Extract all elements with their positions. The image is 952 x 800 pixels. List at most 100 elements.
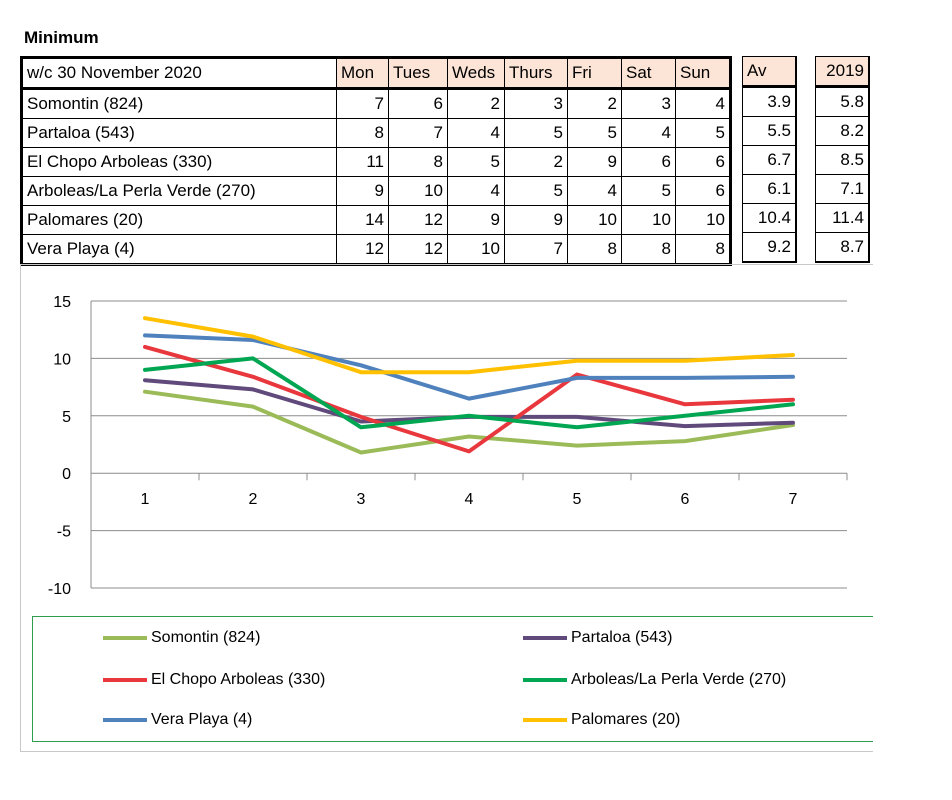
temperature-cell: 12 (388, 234, 448, 265)
y-tick-label: -5 (57, 524, 71, 541)
y-tick-label: 0 (62, 466, 71, 483)
legend-item: Vera Playa (4) (103, 711, 252, 729)
average-cell: 9.2 (742, 232, 797, 263)
legend-swatch (523, 718, 567, 722)
temperature-cell: 5 (675, 118, 731, 148)
temperature-cell: 11 (336, 147, 389, 177)
av-header: Av (742, 56, 797, 88)
temperature-cell: 9 (567, 147, 622, 177)
temperature-cell: 6 (675, 176, 731, 206)
temperature-cell: 8 (336, 118, 389, 148)
year-2019-cell: 8.7 (815, 232, 870, 263)
legend-swatch (523, 636, 567, 640)
temperature-cell: 7 (504, 234, 568, 265)
temperature-cell: 5 (567, 118, 622, 148)
station-name: Arboleas/La Perla Verde (270) (21, 176, 337, 206)
year-2019-table: 2019 5.8 8.2 8.5 7.1 11.4 8.7 (815, 56, 870, 263)
series-line (143, 356, 795, 430)
temperature-cell: 9 (447, 205, 505, 235)
year-2019-cell: 8.5 (815, 145, 870, 175)
day-header: Thurs (504, 57, 568, 90)
legend-swatch (103, 718, 147, 722)
temperature-cell: 12 (388, 205, 448, 235)
temperature-cell: 4 (621, 118, 676, 148)
temperature-cell: 10 (388, 176, 448, 206)
temperature-cell: 8 (388, 147, 448, 177)
temperature-cell: 12 (336, 234, 389, 265)
legend-item: Palomares (20) (523, 711, 680, 729)
table-header-row: w/c 30 November 2020 Mon Tues Weds Thurs… (21, 57, 731, 90)
series-line (143, 389, 795, 455)
average-cell: 5.5 (742, 116, 797, 146)
temperature-cell: 6 (675, 147, 731, 177)
average-cell: 3.9 (742, 86, 797, 117)
x-tick-label: 4 (465, 491, 474, 508)
temperature-cell: 5 (504, 118, 568, 148)
y2019-header: 2019 (815, 56, 870, 88)
legend-label: Somontin (824) (151, 629, 261, 646)
year-2019-cell: 11.4 (815, 203, 870, 233)
temperature-cell: 2 (567, 88, 622, 119)
station-name: Vera Playa (4) (21, 234, 337, 265)
table-row: El Chopo Arboleas (330) 11 8 5 2 9 6 6 (21, 147, 731, 177)
legend-swatch (103, 678, 147, 682)
temperature-cell: 8 (567, 234, 622, 265)
temperature-cell: 9 (504, 205, 568, 235)
station-name: Somontin (824) (21, 88, 337, 119)
legend-item: Arboleas/La Perla Verde (270) (523, 671, 786, 689)
temperature-cell: 4 (675, 88, 731, 119)
table-row: Palomares (20) 14 12 9 9 10 10 10 (21, 205, 731, 235)
series-line (143, 344, 795, 454)
legend-item: El Chopo Arboleas (330) (103, 671, 325, 689)
average-cell: 6.1 (742, 174, 797, 204)
temperature-table: w/c 30 November 2020 Mon Tues Weds Thurs… (20, 56, 732, 266)
temperature-cell: 5 (504, 176, 568, 206)
day-header: Mon (336, 57, 389, 90)
temperature-cell: 5 (621, 176, 676, 206)
temperature-cell: 3 (504, 88, 568, 119)
legend-swatch (103, 636, 147, 640)
line-chart: -10 -5 0 5 10 15 1 2 3 4 5 6 7 (48, 294, 848, 598)
y-tick-label: 10 (53, 351, 71, 368)
temperature-cell: 8 (675, 234, 731, 265)
station-name: El Chopo Arboleas (330) (21, 147, 337, 177)
series-line (143, 316, 795, 375)
legend-item: Somontin (824) (103, 629, 260, 647)
temperature-cell: 3 (621, 88, 676, 119)
x-tick-label: 6 (681, 491, 690, 508)
year-2019-cell: 8.2 (815, 116, 870, 146)
temperature-cell: 10 (621, 205, 676, 235)
x-tick-label: 7 (789, 491, 798, 508)
legend-swatch (523, 678, 567, 682)
x-tick-label: 5 (573, 491, 582, 508)
temperature-cell: 4 (447, 118, 505, 148)
day-header: Tues (388, 57, 448, 90)
legend-label: El Chopo Arboleas (330) (151, 671, 326, 688)
table-row: Arboleas/La Perla Verde (270) 9 10 4 5 4 5 6 (21, 176, 731, 206)
legend-label: Vera Playa (4) (151, 711, 253, 728)
x-tick-label: 3 (357, 491, 366, 508)
temperature-cell: 10 (675, 205, 731, 235)
average-cell: 6.7 (742, 145, 797, 175)
legend-label: Palomares (20) (571, 711, 681, 728)
y-tick-label: 5 (62, 409, 71, 426)
y-tick-label: 15 (53, 294, 71, 311)
week-label: w/c 30 November 2020 (21, 57, 337, 90)
series-line (143, 333, 795, 401)
temperature-cell: 10 (447, 234, 505, 265)
temperature-cell: 5 (447, 147, 505, 177)
temperature-cell: 4 (567, 176, 622, 206)
table-row: Partaloa (543) 8 7 4 5 5 4 5 (21, 118, 731, 148)
legend-label: Arboleas/La Perla Verde (270) (571, 671, 787, 688)
average-cell: 10.4 (742, 203, 797, 233)
y-tick-label: -10 (48, 581, 71, 598)
temperature-cell: 4 (447, 176, 505, 206)
year-2019-cell: 7.1 (815, 174, 870, 204)
temperature-cell: 10 (567, 205, 622, 235)
table-row: Somontin (824) 7 6 2 3 2 3 4 (21, 88, 731, 119)
day-header: Sat (621, 57, 676, 90)
legend-item: Partaloa (543) (523, 629, 672, 647)
table-row: Vera Playa (4) 12 12 10 7 8 8 8 (21, 234, 731, 265)
day-header: Fri (567, 57, 622, 90)
page-title: Minimum (24, 28, 99, 47)
